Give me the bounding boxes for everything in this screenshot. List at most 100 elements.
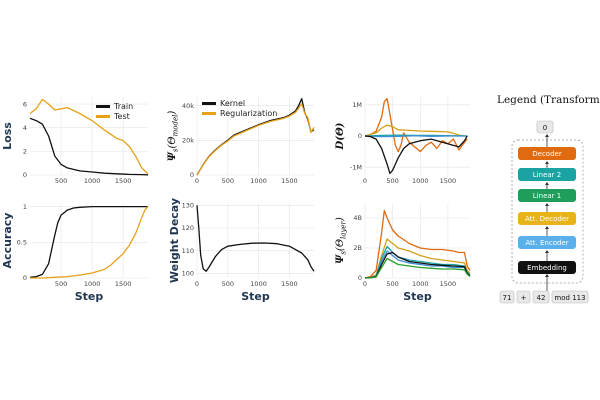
- y-tick-label: 0: [190, 171, 194, 179]
- legend-label: Test: [113, 112, 130, 121]
- y-tick-label: 4: [23, 124, 27, 132]
- y-axis-label: Weight Decay: [168, 198, 181, 283]
- transformer-blocks: Decoder Linear 2 Linear 1 Att. Decoder Att. …: [518, 134, 576, 291]
- block-label: Linear 1: [533, 192, 561, 200]
- y-tick-label: 130: [182, 201, 194, 209]
- series-line-layer-0: [364, 209, 471, 279]
- y-axis-label-part: s: [172, 148, 180, 152]
- series-line-loss-1: [29, 98, 149, 175]
- x-tick-label: 1000: [412, 280, 429, 288]
- x-tick-label: 1500: [115, 280, 132, 288]
- y-axis-label: Accuracy: [1, 213, 14, 269]
- arrow-head-icon: [545, 203, 549, 206]
- input-token: +: [521, 294, 527, 302]
- x-tick-label: 1000: [84, 280, 101, 288]
- transformer-legend: Legend (Transformer): 0 Decoder Linear 2 L…: [497, 94, 600, 304]
- block-label: Att. Decoder: [525, 215, 569, 223]
- x-tick-label: 1000: [412, 177, 429, 185]
- chart-accuracy: 500 1000 1500 0 0.5 1 Step Accuracy: [1, 203, 149, 303]
- chart-kernel: 0 500 1000 1500020k40kΨs(Θmodel)KernelRegul…: [167, 97, 315, 185]
- transformer-legend-title: Legend (Transformer):: [497, 94, 600, 106]
- legend-label: Regularization: [220, 109, 277, 118]
- series-line-layer-1: [364, 238, 471, 279]
- block-1: [518, 168, 576, 181]
- x-tick-label: 500: [386, 280, 398, 288]
- x-tick-label: 0: [363, 280, 367, 288]
- y-tick-label: 2: [23, 148, 27, 156]
- arrow-head-icon: [545, 134, 549, 137]
- block-label: Embedding: [527, 264, 567, 272]
- x-tick-label: 1000: [250, 280, 267, 288]
- y-axis-label: Ψs(Θmodel): [167, 111, 180, 162]
- y-axis-label-part: s: [340, 251, 348, 255]
- x-tick-label: 0: [363, 177, 367, 185]
- arrow-head-icon: [545, 250, 549, 253]
- x-axis-label: Step: [241, 290, 270, 303]
- y-axis-label-part: Ψ: [167, 151, 178, 161]
- y-tick-label: 1M: [352, 101, 362, 109]
- arrow-head-icon: [545, 182, 549, 185]
- x-axis-label: Step: [75, 290, 104, 303]
- transformer-stack-frame: [511, 139, 584, 284]
- block-5: [518, 261, 576, 274]
- y-tick-label: 2B: [353, 244, 362, 252]
- series-line-wdecay-0: [196, 205, 315, 272]
- arrow-head-icon: [545, 274, 549, 277]
- series-line-dtheta-4: [364, 135, 468, 175]
- series-line-accuracy-1: [30, 206, 149, 279]
- series-line-layer-5: [364, 257, 471, 279]
- block-2: [518, 189, 576, 202]
- block-4: [518, 236, 576, 249]
- x-tick-label: 1500: [115, 177, 132, 185]
- block-3: [518, 212, 576, 225]
- series-line-accuracy-0: [29, 205, 148, 278]
- legend-label: Train: [113, 102, 133, 111]
- y-axis-label-part: (Θ: [167, 136, 178, 148]
- series-line-dtheta-3: [364, 135, 468, 138]
- x-tick-label: 1500: [281, 177, 298, 185]
- x-tick-label: 500: [55, 177, 67, 185]
- y-tick-label: 40k: [182, 102, 194, 110]
- series-line-dtheta-1: [364, 124, 468, 137]
- y-tick-label: 0: [23, 171, 27, 179]
- series-line-kernel-1: [196, 103, 315, 176]
- y-tick-label: 0: [23, 274, 27, 282]
- x-tick-label: 500: [222, 177, 234, 185]
- y-axis-label-part: ): [167, 111, 178, 116]
- x-tick-label: 1500: [281, 280, 298, 288]
- y-axis-label: D(Θ): [335, 122, 346, 150]
- y-axis-label: Ψs(Θlayer): [335, 217, 348, 264]
- block-label: Att. Encoder: [525, 239, 568, 247]
- y-tick-label: 1: [23, 203, 27, 211]
- input-token-box: [516, 290, 531, 304]
- y-axis-label-part: layer: [340, 220, 348, 239]
- block-label: Decoder: [532, 150, 562, 158]
- x-tick-label: 0: [195, 280, 199, 288]
- input-token-box: [551, 290, 589, 304]
- arrow-head-icon: [545, 161, 549, 164]
- output-token-box: [536, 120, 554, 134]
- chart-wdecay: 0 500 1000 1500 100 110 120 130 Step Weight Decay: [168, 198, 315, 303]
- x-tick-label: 1500: [440, 280, 457, 288]
- y-axis-label-part: (Θ: [335, 239, 346, 251]
- legend-label: Kernel: [220, 99, 245, 108]
- input-tokens: 71 +42 mod 113: [499, 290, 589, 304]
- x-tick-label: 1000: [250, 177, 267, 185]
- y-axis-label-part: ): [335, 217, 346, 222]
- block-label: Linear 2: [533, 171, 561, 179]
- y-axis-label-part: D(Θ): [335, 122, 346, 150]
- x-tick-label: 1500: [440, 177, 457, 185]
- series-line-loss-0: [29, 117, 149, 176]
- input-token: 42: [537, 294, 546, 302]
- y-tick-label: 100: [182, 270, 194, 278]
- arrow-head-icon: [545, 226, 549, 229]
- x-tick-label: 0: [195, 177, 199, 185]
- series-line-dtheta-0: [364, 97, 468, 153]
- x-tick-label: 1000: [84, 177, 101, 185]
- input-token: 71: [503, 294, 512, 302]
